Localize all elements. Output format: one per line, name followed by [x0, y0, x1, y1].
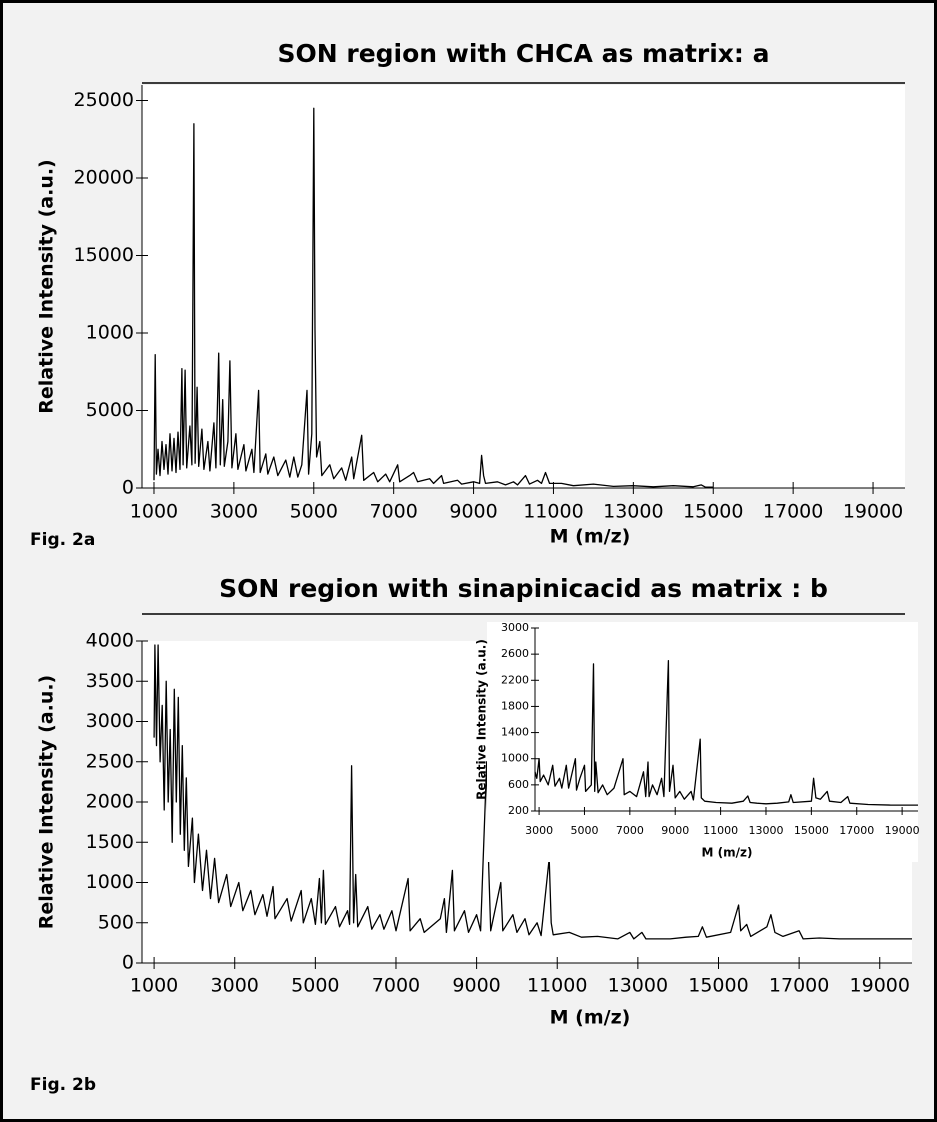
x-axis-label: M (m/z)	[550, 1007, 631, 1029]
x-tick-label: 15000	[688, 975, 748, 997]
plot-background	[142, 85, 905, 488]
y-tick-label: 600	[508, 778, 529, 791]
y-tick-label: 15000	[74, 244, 134, 266]
x-tick-label: 7000	[372, 975, 420, 997]
x-axis-label: M (m/z)	[702, 846, 753, 860]
chart-title: SON region with CHCA as matrix: a	[277, 39, 769, 68]
y-tick-label: 2000	[86, 791, 134, 813]
x-tick-label: 3000	[525, 824, 553, 837]
y-tick-label: 2200	[501, 673, 529, 686]
y-tick-label: 1400	[501, 726, 529, 739]
x-tick-label: 3000	[210, 501, 258, 523]
y-tick-label: 200	[508, 804, 529, 817]
x-tick-label: 13000	[608, 975, 668, 997]
x-tick-label: 5000	[570, 824, 598, 837]
y-tick-label: 3000	[501, 621, 529, 634]
y-tick-label: 1000	[86, 871, 134, 893]
x-tick-label: 13000	[748, 824, 783, 837]
x-tick-label: 17000	[769, 975, 829, 997]
x-tick-label: 11000	[703, 824, 738, 837]
y-tick-label: 1000	[501, 752, 529, 765]
y-tick-label: 4000	[86, 630, 134, 652]
figure-caption: Fig. 2a	[30, 530, 95, 550]
x-tick-label: 7000	[369, 501, 417, 523]
x-tick-label: 1000	[130, 975, 178, 997]
y-axis-label: Relative Intensity (a.u.)	[36, 159, 58, 413]
y-tick-label: 25000	[74, 89, 134, 111]
x-tick-label: 13000	[603, 501, 663, 523]
y-tick-label: 20000	[74, 167, 134, 189]
x-tick-label: 11000	[527, 975, 587, 997]
x-tick-label: 5000	[291, 975, 339, 997]
y-tick-label: 1000	[86, 322, 134, 344]
chart-title: SON region with sinapinicacid as matrix …	[219, 574, 828, 603]
x-tick-label: 17000	[763, 501, 823, 523]
y-tick-label: 500	[98, 911, 134, 933]
y-axis-label: Relative Intensity (a.u.)	[36, 675, 58, 929]
x-tick-label: 7000	[616, 824, 644, 837]
x-tick-label: 19000	[850, 975, 910, 997]
y-tick-label: 1800	[501, 699, 529, 712]
y-tick-label: 5000	[86, 399, 134, 421]
x-tick-label: 19000	[843, 501, 903, 523]
spectrum-line	[534, 660, 918, 806]
x-tick-label: 15000	[794, 824, 829, 837]
y-tick-label: 0	[122, 952, 134, 974]
y-axis-label: Relative Intensity (a.u.)	[475, 639, 489, 800]
y-tick-label: 1500	[86, 831, 134, 853]
plot-background	[487, 622, 918, 862]
spectrum-line	[153, 107, 714, 488]
x-tick-label: 9000	[452, 975, 500, 997]
x-tick-label: 15000	[683, 501, 743, 523]
figure-caption: Fig. 2b	[30, 1075, 96, 1095]
x-tick-label: 1000	[130, 501, 178, 523]
x-tick-label: 9000	[449, 501, 497, 523]
x-tick-label: 5000	[290, 501, 338, 523]
x-axis-label: M (m/z)	[550, 526, 631, 548]
x-tick-label: 9000	[661, 824, 689, 837]
y-tick-label: 2500	[86, 750, 134, 772]
x-tick-label: 19000	[885, 824, 920, 837]
y-tick-label: 3500	[86, 670, 134, 692]
y-tick-label: 2600	[501, 647, 529, 660]
x-tick-label: 11000	[523, 501, 583, 523]
x-tick-label: 17000	[839, 824, 874, 837]
y-tick-label: 3000	[86, 710, 134, 732]
spectrum-line	[153, 644, 912, 940]
x-tick-label: 3000	[211, 975, 259, 997]
y-tick-label: 0	[122, 477, 134, 499]
